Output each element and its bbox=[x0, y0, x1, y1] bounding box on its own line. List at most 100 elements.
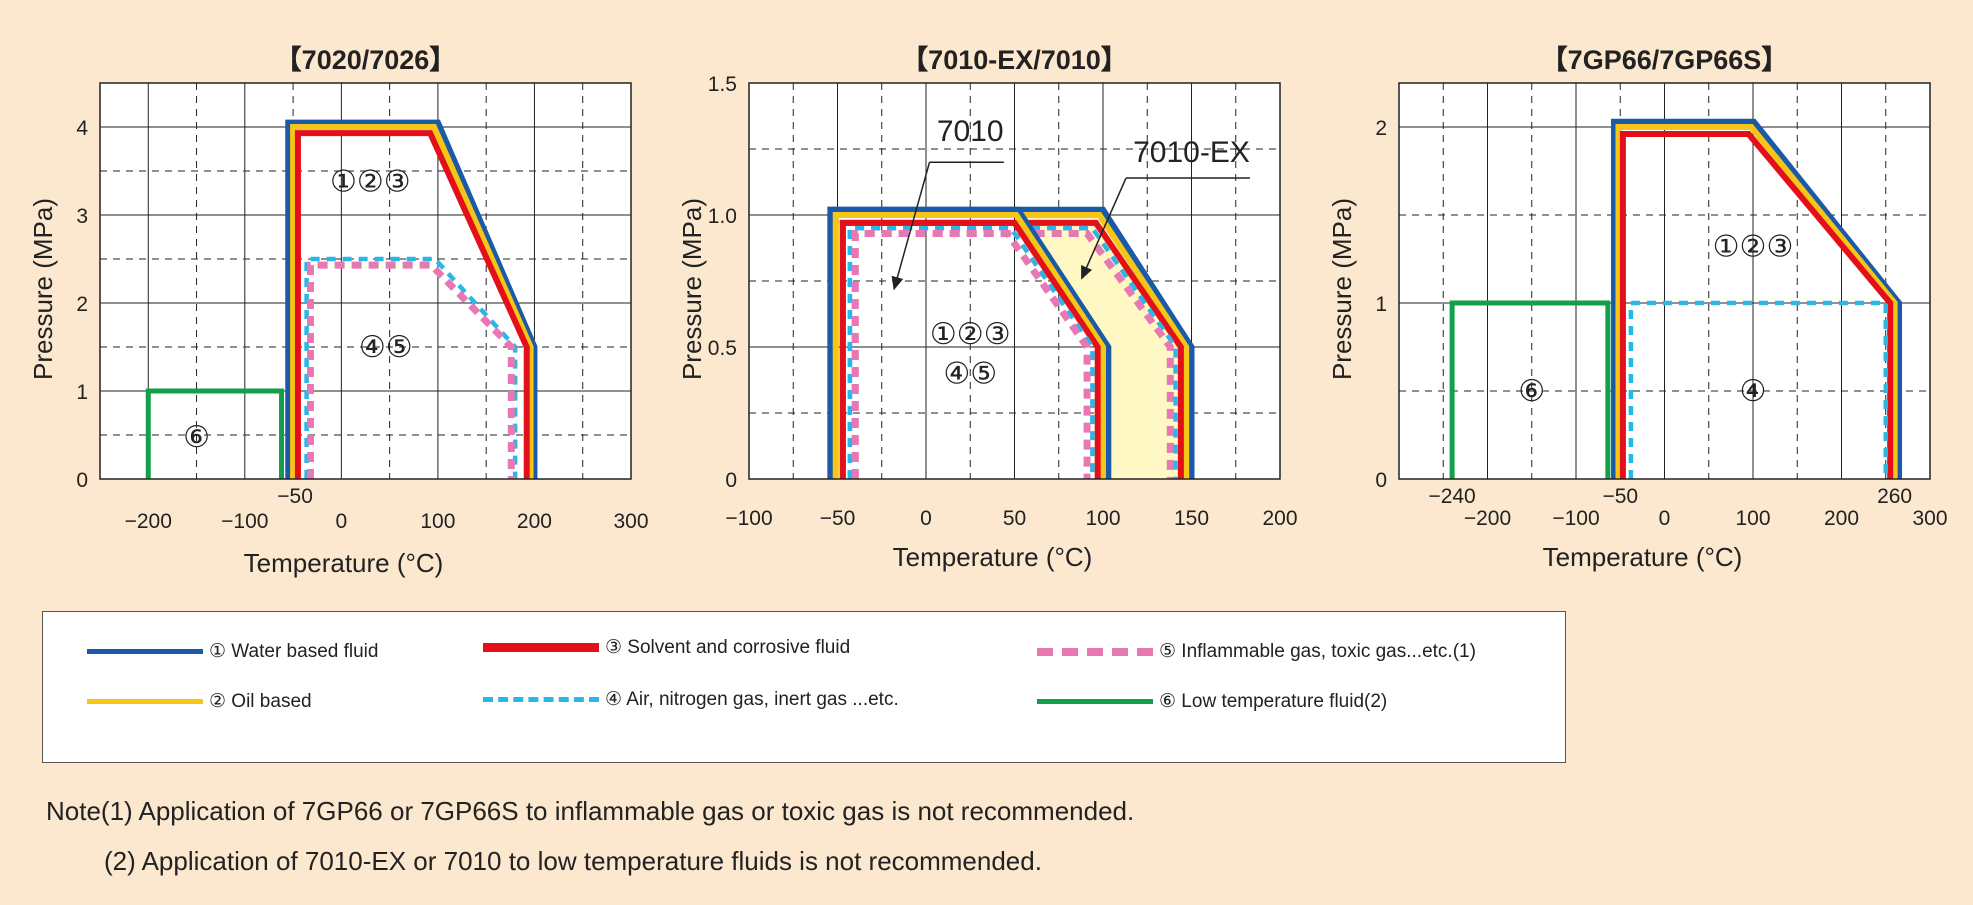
x-tick-label: −100 bbox=[725, 507, 772, 530]
region-annotation: ①②③ bbox=[1713, 231, 1794, 264]
plot-frame bbox=[1398, 82, 1931, 480]
series-oil bbox=[1615, 124, 1898, 479]
x-tick-label-extra: 260 bbox=[1877, 485, 1912, 508]
region-annotation: ⑥ bbox=[1518, 375, 1545, 408]
x-tick-label: 0 bbox=[336, 510, 348, 533]
y-axis-label: Pressure (MPa) bbox=[677, 198, 707, 380]
x-tick-label-extra: −240 bbox=[1428, 485, 1475, 508]
x-tick-label: 100 bbox=[1735, 507, 1770, 530]
plot-frame bbox=[748, 82, 1281, 480]
callout-arrow bbox=[1081, 177, 1127, 280]
series-solvent bbox=[839, 219, 1101, 479]
y-tick-label: 0.5 bbox=[708, 337, 737, 360]
x-axis-label: Temperature (°C) bbox=[1543, 542, 1743, 572]
legend-item-oil: ② Oil based bbox=[87, 690, 312, 713]
x-axis-label: Temperature (°C) bbox=[893, 542, 1093, 572]
x-tick-label: 150 bbox=[1174, 507, 1209, 530]
x-tick-label: 50 bbox=[1003, 507, 1026, 530]
y-tick-label: 1.5 bbox=[708, 73, 737, 96]
region-annotation: ①②③ bbox=[330, 166, 411, 199]
chart-1: 【7020/7026】 0 1 2 3 4 −200 −100 0 100 200 300 −50 Tem… bbox=[28, 45, 649, 578]
note-1: Note(1) Application of 7GP66 or 7GP66S t… bbox=[46, 796, 1135, 826]
legend-label-solvent: ③ Solvent and corrosive fluid bbox=[605, 637, 851, 658]
legend-label-gas: ⑤ Inflammable gas, toxic gas...etc.(1) bbox=[1159, 641, 1476, 662]
chart-title: 【7GP66/7GP66S】 bbox=[1541, 45, 1789, 75]
legend-label-oil: ② Oil based bbox=[209, 691, 312, 712]
callout-arrow bbox=[891, 161, 931, 291]
legend-swatch-oil bbox=[87, 699, 203, 704]
x-tick-label-extra: −50 bbox=[277, 485, 313, 508]
series-water bbox=[285, 119, 538, 479]
callout-label: 7010-EX bbox=[1133, 136, 1250, 169]
x-tick-label: 100 bbox=[1085, 507, 1120, 530]
series-solvent bbox=[1619, 131, 1894, 479]
series-gas bbox=[851, 229, 1174, 479]
series-oil bbox=[290, 124, 534, 479]
y-tick-label: 0 bbox=[76, 469, 88, 492]
chart-title: 【7010-EX/7010】 bbox=[901, 45, 1128, 75]
x-tick-label: 200 bbox=[1824, 507, 1859, 530]
series-water bbox=[827, 206, 1112, 479]
note-2: (2) Application of 7010-EX or 7010 to lo… bbox=[104, 846, 1042, 876]
y-tick-label: 0 bbox=[725, 469, 737, 492]
legend-swatch-gas bbox=[1037, 647, 1153, 656]
legend-label-air: ④ Air, nitrogen gas, inert gas ...etc. bbox=[605, 689, 899, 710]
y-axis-label: Pressure (MPa) bbox=[28, 198, 58, 380]
series-air bbox=[304, 256, 518, 479]
legend-swatch-solvent bbox=[483, 643, 599, 652]
region-annotation: ①②③ bbox=[930, 318, 1011, 351]
y-tick-label: 1 bbox=[1375, 293, 1387, 316]
legend-label-low-temp: ⑥ Low temperature fluid(2) bbox=[1159, 691, 1388, 712]
x-tick-label-extra: −50 bbox=[1602, 485, 1638, 508]
x-axis-label: Temperature (°C) bbox=[244, 548, 444, 578]
y-tick-label: 4 bbox=[76, 117, 88, 140]
plot-area bbox=[100, 83, 631, 479]
legend-item-low-temp: ⑥ Low temperature fluid(2) bbox=[1037, 690, 1387, 713]
x-tick-label: 300 bbox=[1912, 507, 1947, 530]
series-gas bbox=[851, 229, 1091, 479]
series-solvent bbox=[294, 130, 530, 479]
legend-item-solvent: ③ Solvent and corrosive fluid bbox=[483, 636, 850, 659]
series-gas bbox=[306, 261, 515, 479]
legend-box: ① Water based fluid ② Oil based ③ Solven… bbox=[42, 611, 1566, 763]
x-tick-label: 0 bbox=[920, 507, 932, 530]
notes: Note(1) Application of 7GP66 or 7GP66S t… bbox=[46, 786, 1134, 886]
chart-title: 【7020/7026】 bbox=[275, 45, 457, 75]
x-tick-label: −200 bbox=[1464, 507, 1511, 530]
legend-item-gas: ⑤ Inflammable gas, toxic gas...etc.(1) bbox=[1037, 640, 1476, 663]
series-air bbox=[1628, 300, 1888, 479]
y-tick-label: 2 bbox=[76, 293, 88, 316]
plot-frame bbox=[99, 82, 632, 480]
y-tick-label: 3 bbox=[76, 205, 88, 228]
x-tick-label: −100 bbox=[221, 510, 268, 533]
series-air bbox=[847, 225, 1095, 479]
y-tick-label: 2 bbox=[1375, 117, 1387, 140]
region-annotation: ④⑤ bbox=[359, 331, 413, 364]
chart-2: 【7010-EX/7010】 0 0.5 1.0 1.5 −100 −50 0 50 100 150… bbox=[677, 45, 1298, 572]
x-tick-label: 300 bbox=[613, 510, 648, 533]
x-tick-label: −50 bbox=[820, 507, 856, 530]
region-annotation: ⑥ bbox=[183, 421, 210, 454]
legend-item-air: ④ Air, nitrogen gas, inert gas ...etc. bbox=[483, 688, 899, 711]
y-tick-label: 1.0 bbox=[708, 205, 737, 228]
chart-3: 【7GP66/7GP66S】 0 1 2 −200 −100 0 200 300 100 −240 −… bbox=[1327, 45, 1948, 572]
x-tick-label: 200 bbox=[1262, 507, 1297, 530]
legend-label-water: ① Water based fluid bbox=[209, 641, 379, 662]
series-water bbox=[1611, 118, 1903, 479]
region-annotation: ④ bbox=[1740, 375, 1767, 408]
legend-swatch-air bbox=[483, 697, 599, 702]
x-tick-label: 200 bbox=[517, 510, 552, 533]
legend-item-water: ① Water based fluid bbox=[87, 640, 378, 663]
legend-swatch-water bbox=[87, 649, 203, 654]
series-low-temp bbox=[145, 388, 285, 479]
legend-swatch-low-temp bbox=[1037, 699, 1153, 704]
x-tick-label: 100 bbox=[420, 510, 455, 533]
x-tick-label: 0 bbox=[1659, 507, 1671, 530]
series-low-temp bbox=[1449, 300, 1611, 479]
y-axis-label: Pressure (MPa) bbox=[1327, 198, 1357, 380]
series-oil bbox=[832, 212, 1106, 479]
region-annotation: ④⑤ bbox=[943, 357, 997, 390]
y-tick-label: 1 bbox=[76, 381, 88, 404]
x-tick-label: −200 bbox=[125, 510, 172, 533]
